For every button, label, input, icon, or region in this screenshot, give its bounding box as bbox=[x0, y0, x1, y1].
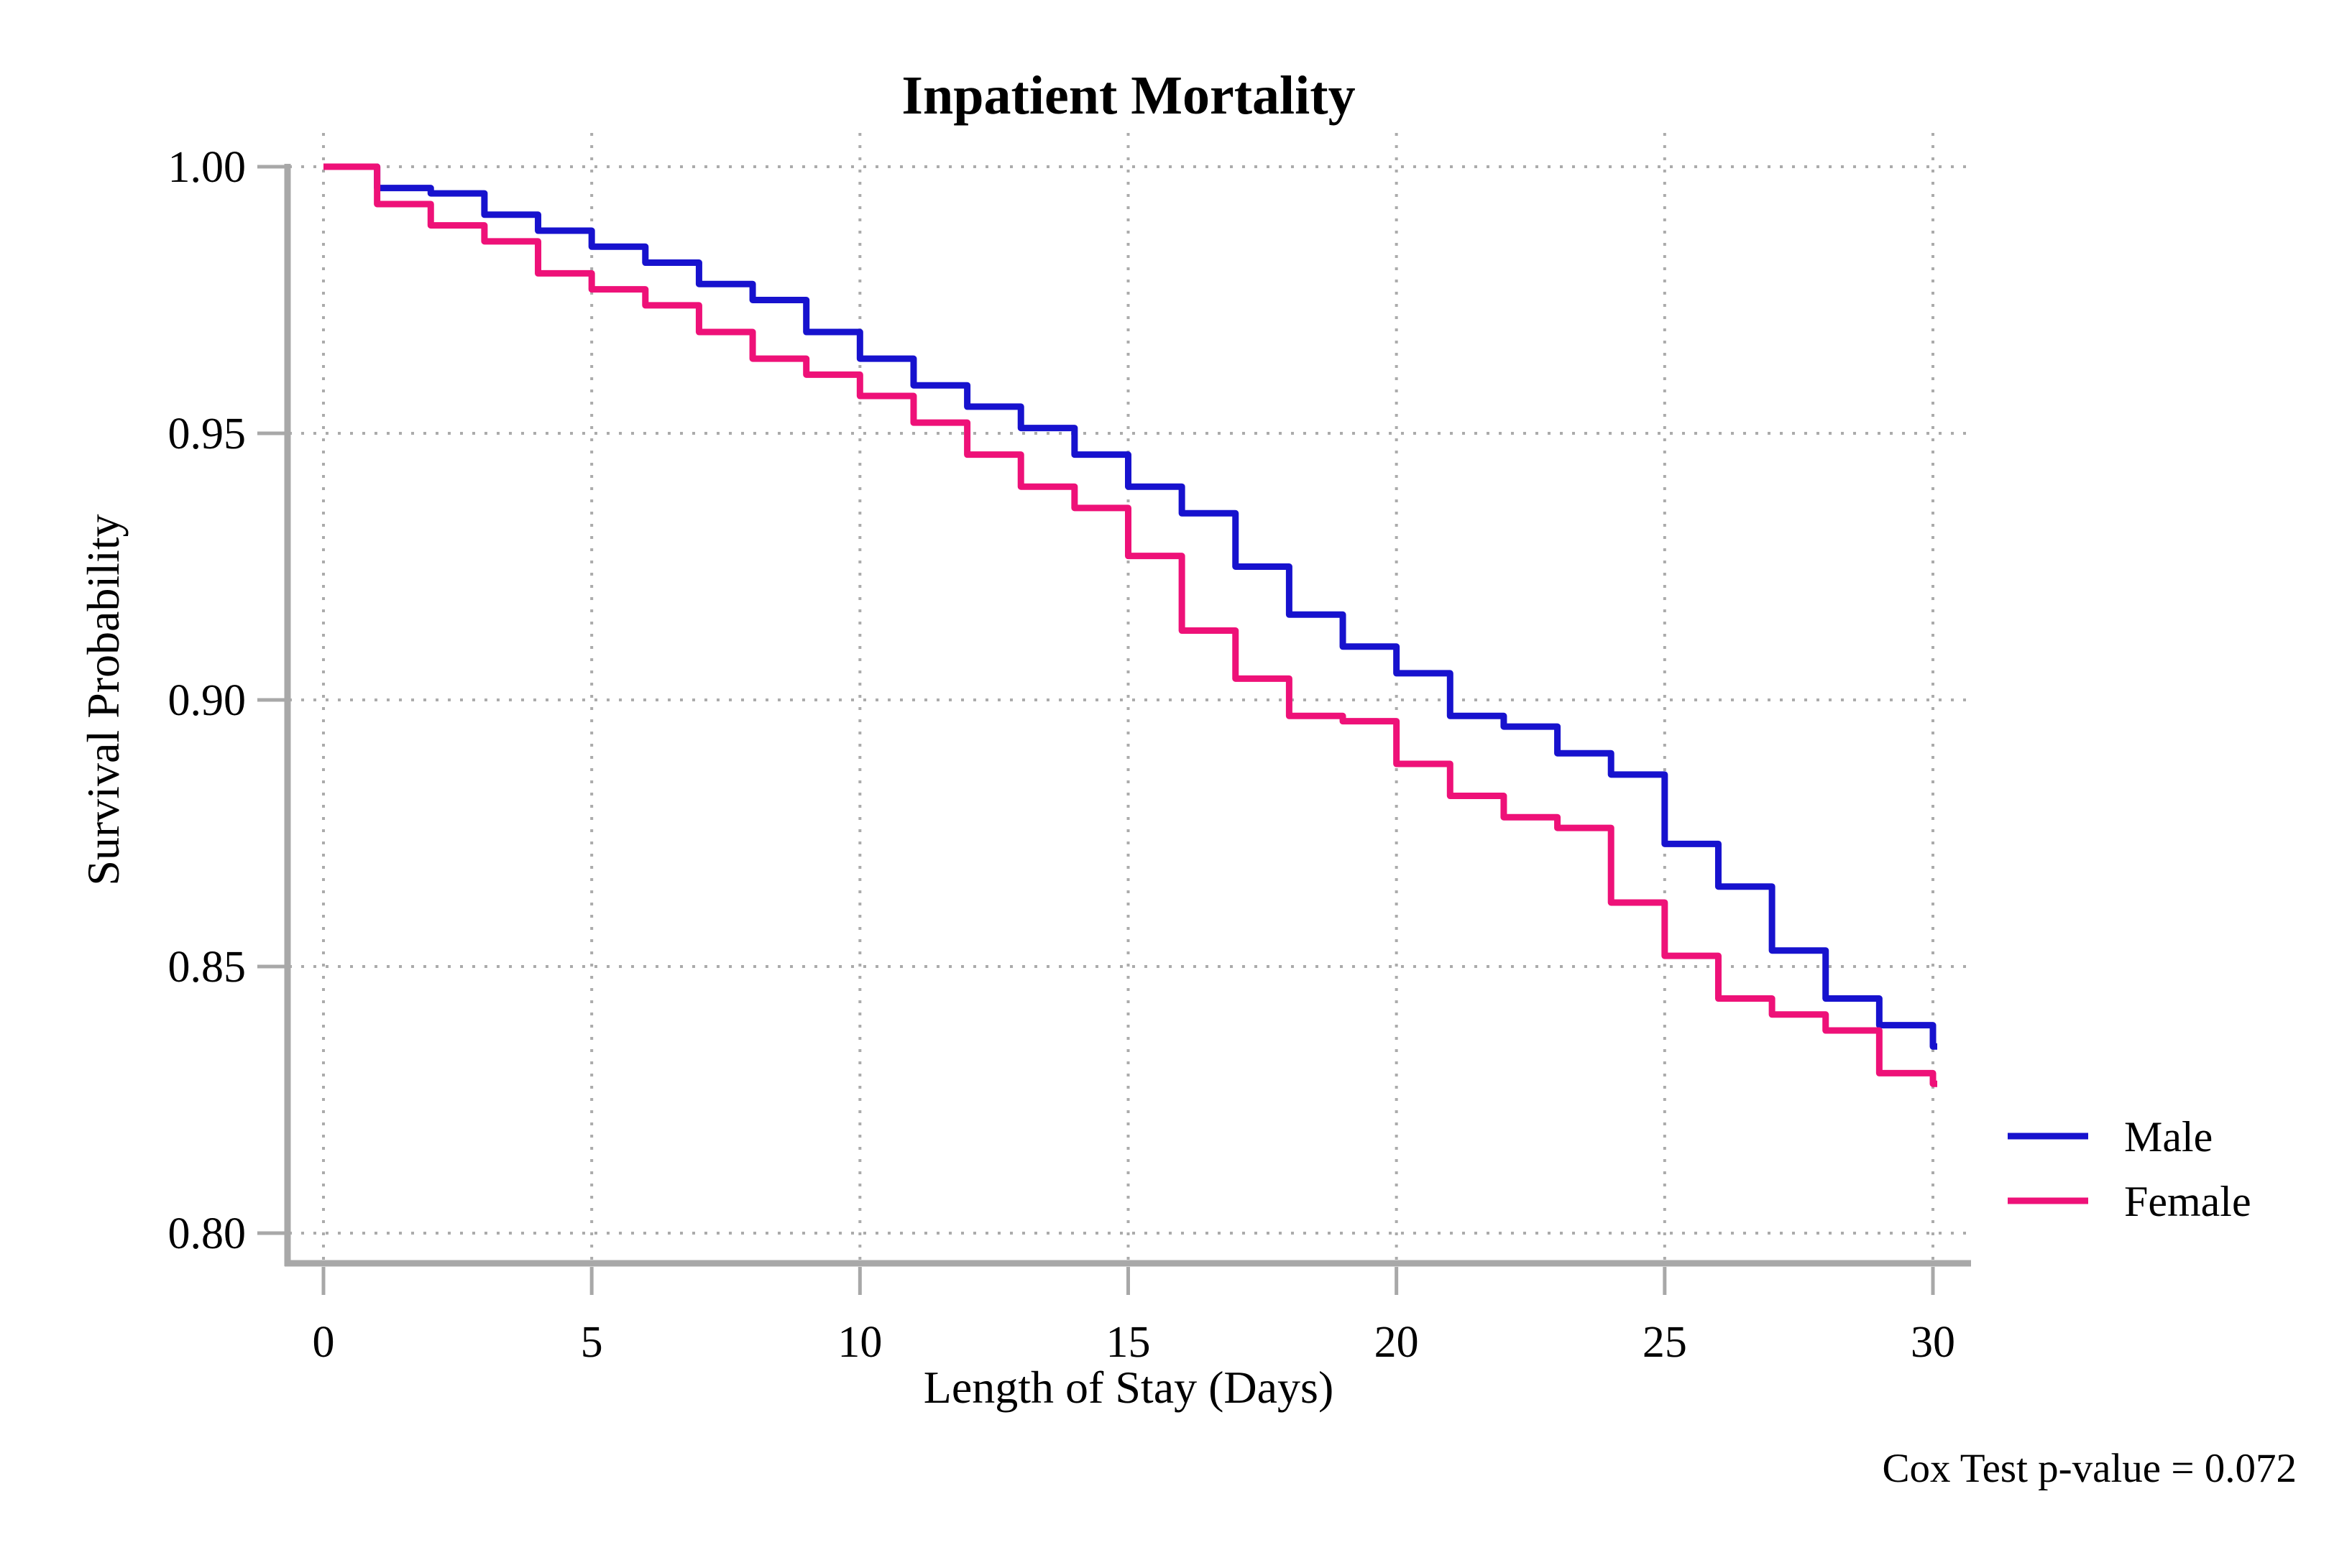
y-tick-label: 0.95 bbox=[168, 410, 247, 458]
x-tick-label: 5 bbox=[581, 1318, 603, 1367]
x-tick-label: 30 bbox=[1911, 1318, 1955, 1367]
tick-marks bbox=[257, 165, 1935, 1295]
cox-test-annotation: Cox Test p-value = 0.072 bbox=[1883, 1446, 2297, 1491]
survival-curve-female bbox=[323, 163, 1937, 1087]
x-tick-label: 25 bbox=[1643, 1318, 1687, 1367]
x-tick-label: 20 bbox=[1374, 1318, 1419, 1367]
y-axis-title: Survival Probability bbox=[78, 514, 129, 885]
tick-labels: 1.00 0.95 0.90 0.85 0.80 0 5 10 15 20 25 30 bbox=[168, 143, 1956, 1367]
axes bbox=[284, 164, 1971, 1267]
x-tick-label: 0 bbox=[313, 1318, 335, 1367]
chart-title: Inpatient Mortality bbox=[901, 65, 1355, 126]
x-tick-label: 15 bbox=[1106, 1318, 1151, 1367]
y-tick-label: 0.80 bbox=[168, 1209, 247, 1258]
x-axis-title: Length of Stay (Days) bbox=[924, 1362, 1334, 1413]
series-paths bbox=[323, 163, 1937, 1087]
legend-label-female: Female bbox=[2124, 1178, 2251, 1225]
gridlines bbox=[289, 133, 1970, 1260]
legend: Male Female bbox=[2008, 1113, 2251, 1225]
y-tick-label: 1.00 bbox=[168, 143, 247, 192]
y-tick-label: 0.85 bbox=[168, 943, 247, 992]
survival-curve-male bbox=[323, 163, 1937, 1050]
y-tick-label: 0.90 bbox=[168, 676, 247, 725]
x-tick-label: 10 bbox=[837, 1318, 882, 1367]
legend-label-male: Male bbox=[2124, 1113, 2213, 1161]
